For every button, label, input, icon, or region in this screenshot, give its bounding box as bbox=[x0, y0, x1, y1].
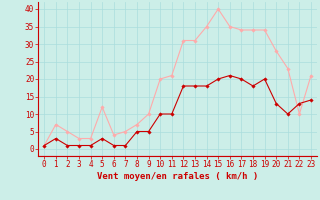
X-axis label: Vent moyen/en rafales ( km/h ): Vent moyen/en rafales ( km/h ) bbox=[97, 172, 258, 181]
